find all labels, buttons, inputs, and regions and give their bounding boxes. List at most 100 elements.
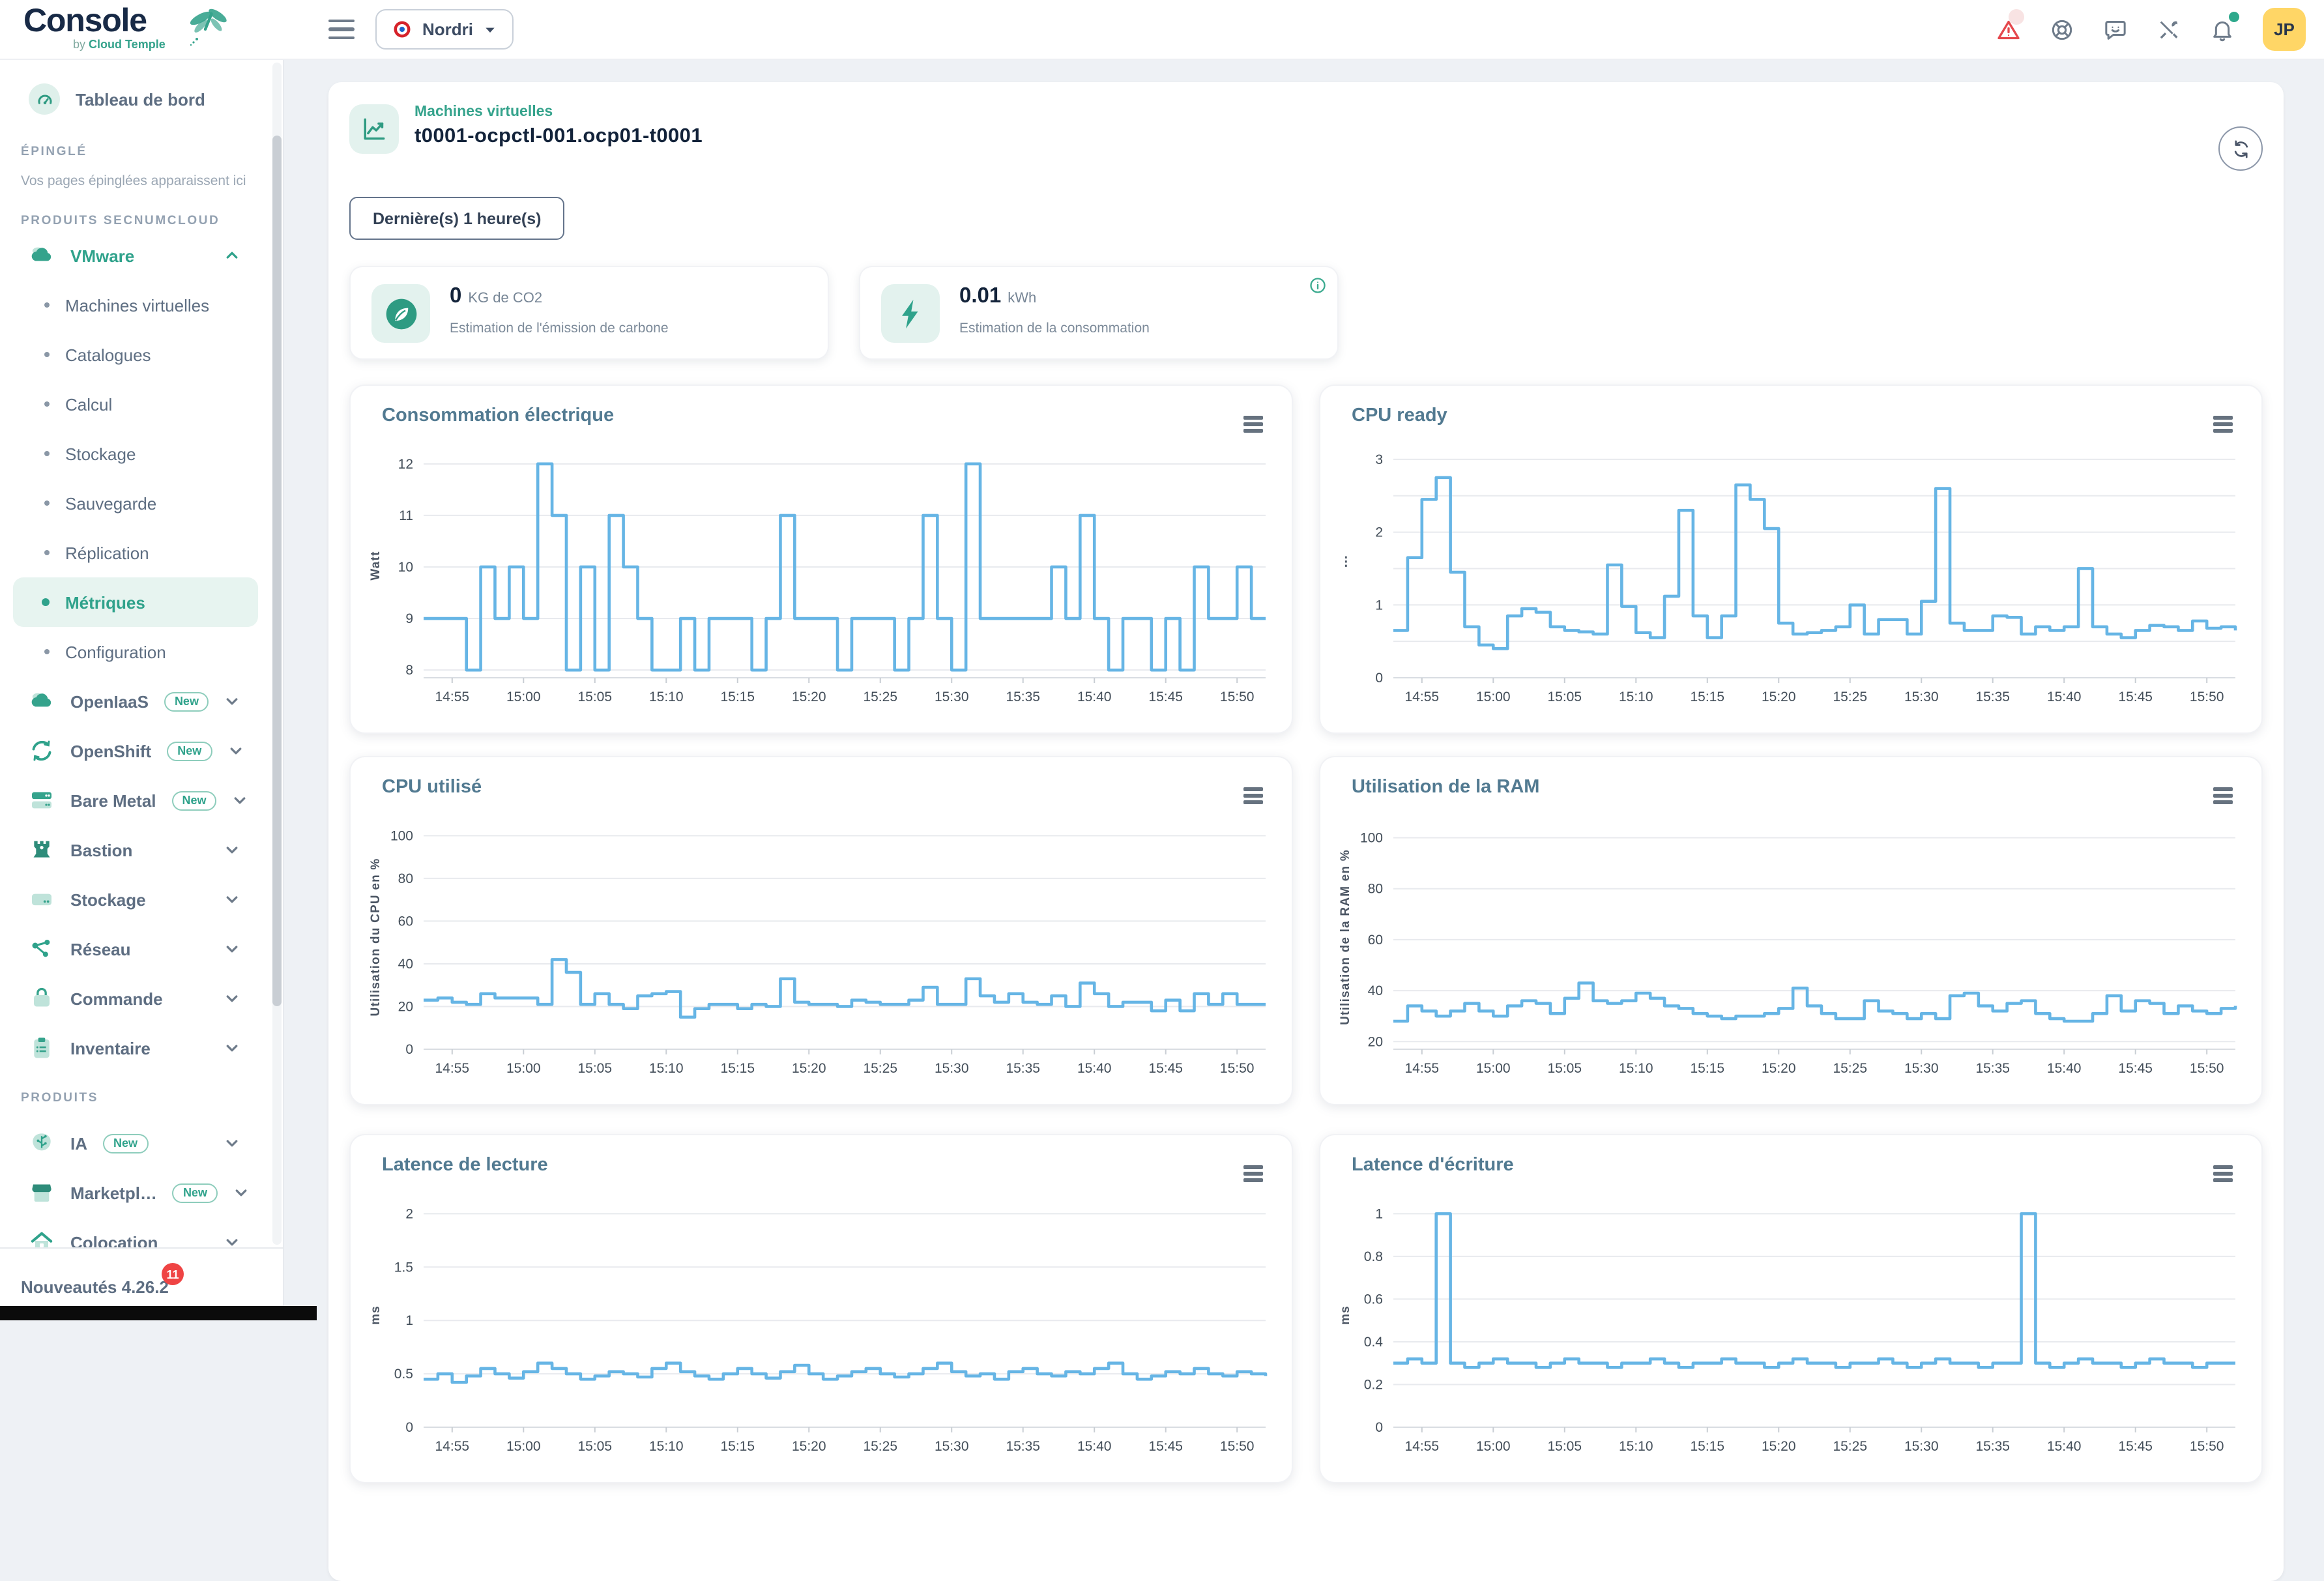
svg-text:15:10: 15:10	[1619, 1061, 1653, 1076]
chevron-down-icon	[233, 792, 248, 808]
sidebar-item-metriques-active[interactable]: Métriques	[13, 577, 258, 627]
svg-text:15:35: 15:35	[1006, 689, 1040, 704]
svg-text:15:45: 15:45	[1148, 689, 1183, 704]
sidebar-item-dashboard[interactable]: Tableau de bord	[0, 76, 271, 123]
sidebar-item-vmware[interactable]: VMware	[0, 231, 271, 280]
chart-menu-button[interactable]	[1243, 416, 1263, 436]
kwh-value: 0.01	[959, 284, 1002, 308]
svg-text:15:50: 15:50	[1220, 1061, 1255, 1076]
chevron-down-icon	[224, 1040, 240, 1056]
svg-text:15:40: 15:40	[1077, 689, 1112, 704]
kwh-unit: kWh	[1008, 291, 1037, 306]
svg-text:11: 11	[399, 508, 413, 523]
sidebar-item-calcul[interactable]: Calcul	[0, 379, 271, 429]
breadcrumb[interactable]: Machines virtuelles	[414, 104, 553, 120]
time-range-button[interactable]: Dernière(s) 1 heure(s)	[349, 197, 565, 240]
svg-text:15:00: 15:00	[506, 1439, 541, 1454]
kwh-stat-card: 0.01 kWh Estimation de la consommation	[859, 266, 1339, 360]
svg-text:15:20: 15:20	[1762, 1439, 1796, 1454]
tenant-flag-icon	[392, 20, 412, 39]
sidebar-item-catalogues[interactable]: Catalogues	[0, 330, 271, 379]
svg-text:ms: ms	[369, 1305, 383, 1325]
chart-menu-button[interactable]	[2213, 416, 2233, 436]
svg-text:2: 2	[405, 1206, 413, 1221]
svg-text:15:25: 15:25	[1833, 1061, 1867, 1076]
user-avatar[interactable]: JP	[2263, 8, 2306, 51]
feedback-button[interactable]	[2102, 16, 2128, 42]
tenant-selector[interactable]: Nordri	[375, 9, 514, 50]
sidebar-item-marketplace[interactable]: Marketpl… New	[0, 1168, 271, 1217]
chart-menu-button[interactable]	[1243, 1165, 1263, 1185]
refresh-button[interactable]	[2218, 126, 2263, 171]
svg-text:3: 3	[1375, 452, 1383, 467]
svg-text:15:10: 15:10	[649, 689, 684, 704]
new-badge: New	[164, 691, 209, 711]
sidebar-item-machines-virtuelles[interactable]: Machines virtuelles	[0, 280, 271, 330]
sidebar-item-reseau[interactable]: Réseau	[0, 924, 271, 974]
secnumcloud-section-label: PRODUITS SECNUMCLOUD	[21, 214, 220, 228]
svg-text:15:15: 15:15	[720, 1439, 755, 1454]
sidebar-item-bastion[interactable]: Bastion	[0, 825, 271, 875]
new-badge: New	[172, 1183, 218, 1202]
svg-text:0.8: 0.8	[1364, 1249, 1383, 1264]
sidebar-item-bare-metal[interactable]: Bare Metal New	[0, 776, 271, 825]
help-button[interactable]	[2049, 16, 2075, 42]
chart-card-ram: Utilisation de la RAM 20 40 60 80 100 14:55 15…	[1319, 756, 2263, 1105]
svg-text:14:55: 14:55	[435, 689, 470, 704]
svg-text:15:15: 15:15	[1690, 689, 1724, 704]
alert-status-button[interactable]	[1996, 8, 2024, 42]
colocation-icon	[29, 1229, 55, 1247]
tools-button[interactable]	[2156, 16, 2182, 42]
svg-text:15:35: 15:35	[1006, 1061, 1040, 1076]
svg-text:ms: ms	[1339, 1305, 1352, 1325]
co2-stat-card: 0 KG de CO2 Estimation de l'émission de c…	[349, 266, 829, 360]
svg-text:15:30: 15:30	[935, 689, 969, 704]
sidebar-item-stockage-vmware[interactable]: Stockage	[0, 429, 271, 478]
chart-title: Utilisation de la RAM	[1352, 777, 1540, 798]
sidebar-item-openiaas[interactable]: OpenIaaS New	[0, 676, 271, 726]
sidebar-item-stockage[interactable]: Stockage	[0, 875, 271, 924]
svg-text:15:15: 15:15	[720, 1061, 755, 1076]
metrics-page-card: Machines virtuelles t0001-ocpctl-001.ocp…	[328, 82, 2284, 1581]
chevron-down-icon	[227, 743, 243, 759]
chart-menu-button[interactable]	[2213, 787, 2233, 807]
sidebar-item-openshift[interactable]: OpenShift New	[0, 726, 271, 776]
sidebar-nav: Tableau de bord ÉPINGLÉ Vos pages épingl…	[0, 60, 271, 1247]
svg-text:15:05: 15:05	[577, 1439, 612, 1454]
menu-toggle-button[interactable]	[328, 19, 355, 40]
sidebar-item-replication[interactable]: Réplication	[0, 528, 271, 577]
co2-caption: Estimation de l'émission de carbone	[450, 321, 669, 336]
sidebar-item-inventaire[interactable]: Inventaire	[0, 1023, 271, 1073]
sidebar-item-configuration[interactable]: Configuration	[0, 627, 271, 676]
sidebar-item-ia[interactable]: IA New	[0, 1118, 271, 1168]
svg-text:15:50: 15:50	[2190, 1439, 2224, 1454]
chart-menu-button[interactable]	[2213, 1165, 2233, 1185]
svg-text:15:30: 15:30	[1904, 689, 1939, 704]
svg-text:80: 80	[398, 871, 413, 886]
ai-icon	[29, 1130, 55, 1156]
chart-title: CPU utilisé	[382, 777, 482, 798]
sidebar-item-sauvegarde[interactable]: Sauvegarde	[0, 478, 271, 528]
chevron-up-icon	[224, 248, 240, 263]
svg-text:0.2: 0.2	[1364, 1377, 1383, 1392]
svg-text:15:40: 15:40	[2047, 1061, 2082, 1076]
chevron-down-icon	[224, 941, 240, 957]
svg-text:15:40: 15:40	[1077, 1439, 1112, 1454]
release-notes-link[interactable]: Nouveautés 4.26.2	[21, 1277, 169, 1297]
sidebar-item-commande[interactable]: Commande	[0, 974, 271, 1023]
notifications-button[interactable]	[2209, 11, 2239, 42]
info-icon[interactable]	[1309, 276, 1327, 295]
write-latency-chart: 0 0.2 0.4 0.6 0.8 1 14:55 15:00 15:05 15:10 15:15 1…	[1339, 1206, 2235, 1454]
svg-text:14:55: 14:55	[435, 1439, 470, 1454]
sidebar-scrollbar[interactable]	[272, 63, 282, 1245]
pinned-hint: Vos pages épinglées apparaissent ici	[21, 173, 246, 189]
scrollbar-thumb[interactable]	[272, 136, 282, 1006]
svg-text:15:35: 15:35	[1975, 1439, 2010, 1454]
ram-chart: 20 40 60 80 100 14:55 15:00 15:05 15:10 15:15 15:2…	[1339, 831, 2237, 1076]
chart-menu-button[interactable]	[1243, 787, 1263, 807]
logo[interactable]: Console by Cloud Temple	[23, 1, 242, 58]
svg-text:15:45: 15:45	[2118, 1061, 2153, 1076]
sidebar-item-colocation[interactable]: Colocation	[0, 1217, 271, 1247]
new-badge: New	[103, 1133, 149, 1153]
gauge-icon	[29, 83, 60, 115]
